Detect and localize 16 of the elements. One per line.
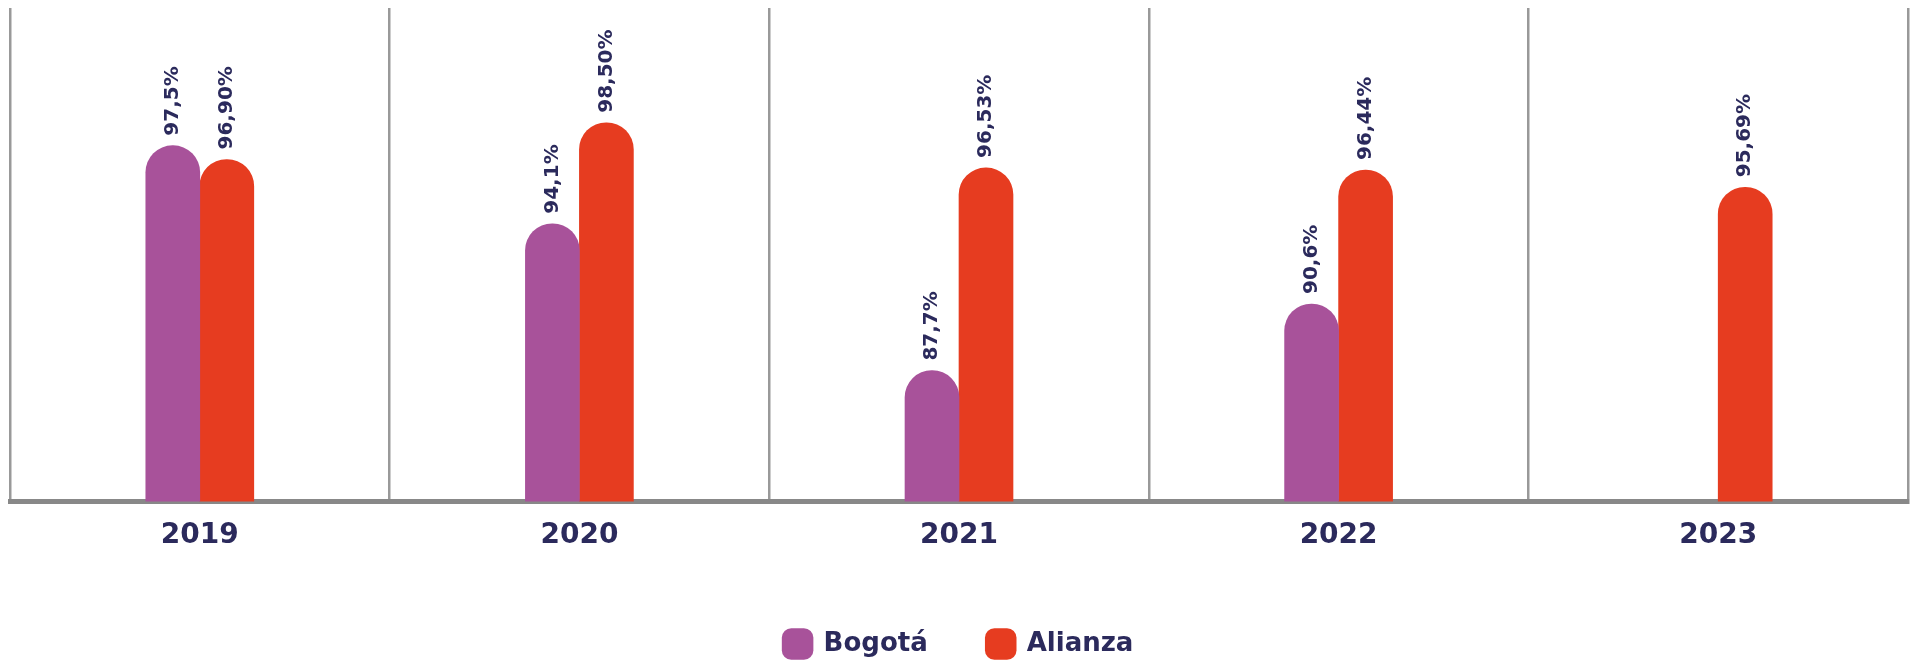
x-tick-label: 2023: [1679, 517, 1758, 551]
data-label: 96,90%: [213, 66, 237, 150]
data-label: 90,6%: [1297, 224, 1322, 295]
x-tick-label: 2021: [920, 517, 998, 551]
x-tick-label: 2020: [540, 517, 619, 551]
data-label: 97,5%: [159, 66, 183, 136]
data-label: 87,7%: [918, 291, 943, 361]
data-label: 94,1%: [538, 144, 563, 214]
data-label: 95,69%: [1731, 93, 1756, 178]
legend-label: Bogotá: [823, 626, 928, 657]
data-label: 96,44%: [1351, 76, 1376, 161]
data-label: 96,53%: [972, 74, 997, 158]
legend-label: Alianza: [1026, 626, 1134, 657]
x-tick-label: 2019: [160, 517, 239, 551]
x-tick-label: 2022: [1299, 517, 1378, 551]
data-label: 98,50%: [592, 29, 617, 113]
